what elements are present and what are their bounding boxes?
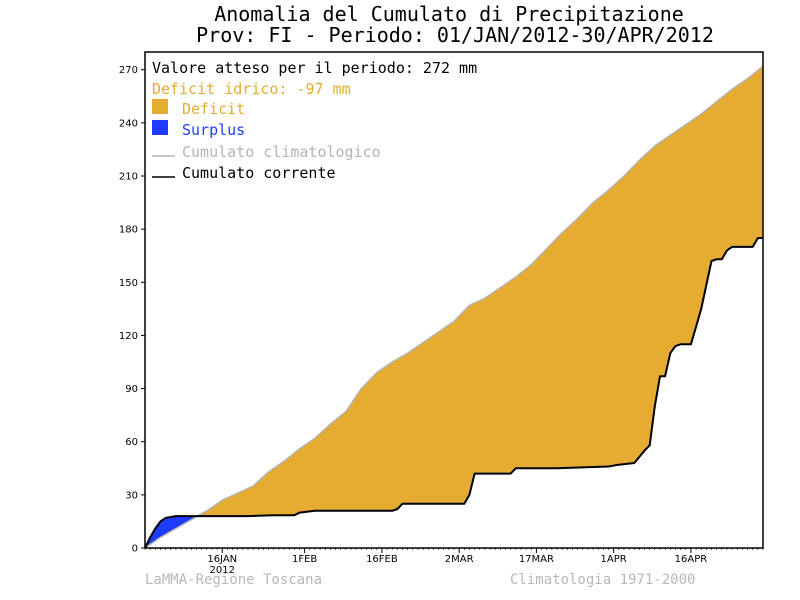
x-tick-label-1: 1FEB bbox=[292, 554, 317, 565]
current-line bbox=[144, 237, 763, 549]
x-tick-label-2: 16FEB bbox=[366, 554, 398, 565]
x-tick-label-3: 2MAR bbox=[445, 554, 474, 565]
x-tick-label-6: 16APR bbox=[675, 554, 708, 565]
deficit-area-0 bbox=[197, 66, 764, 517]
legend-current-label: Cumulato corrente bbox=[182, 164, 336, 182]
chart-title: Anomalia del Cumulato di Precipitazione bbox=[214, 2, 684, 26]
y-tick-label-30: 30 bbox=[125, 490, 138, 501]
footer-left: LaMMA-Regione Toscana bbox=[145, 572, 322, 588]
plot-area bbox=[144, 65, 764, 549]
y-tick-label-150: 150 bbox=[119, 278, 138, 289]
y-tick-label-120: 120 bbox=[119, 331, 138, 342]
y-tick-label-240: 240 bbox=[119, 118, 138, 129]
y-tick-label-90: 90 bbox=[125, 384, 138, 395]
legend-surplus-swatch bbox=[152, 120, 168, 135]
y-tick-label-60: 60 bbox=[125, 437, 138, 448]
x-tick-sublabel-0: 2012 bbox=[210, 565, 235, 576]
legend-deficit-label: Deficit bbox=[182, 100, 245, 118]
y-tick-label-180: 180 bbox=[119, 225, 138, 236]
x-tick-label-4: 17MAR bbox=[519, 554, 554, 565]
x-tick-label-5: 1APR bbox=[601, 554, 627, 565]
legend-deficit-swatch bbox=[152, 99, 168, 114]
y-tick-label-270: 270 bbox=[119, 65, 138, 76]
y-axis: 0 30 60 90 120 150 180 210 240 270 bbox=[119, 65, 145, 555]
legend-surplus-label: Surplus bbox=[182, 121, 245, 139]
climatological-line bbox=[144, 65, 764, 549]
legend-expected-value: Valore atteso per il periodo: 272 mm bbox=[152, 59, 477, 77]
y-tick-label-0: 0 bbox=[132, 544, 138, 555]
chart-subtitle: Prov: FI - Periodo: 01/JAN/2012-30/APR/2… bbox=[196, 23, 714, 47]
y-tick-label-210: 210 bbox=[119, 172, 138, 183]
line-layer bbox=[144, 65, 764, 549]
footer-right: Climatologia 1971-2000 bbox=[510, 572, 695, 588]
legend-deficit-value: Deficit idrico: -97 mm bbox=[152, 80, 351, 98]
legend: Valore atteso per il periodo: 272 mm Def… bbox=[152, 59, 477, 182]
x-tick-label-0: 16JAN bbox=[207, 554, 237, 565]
legend-climatological-label: Cumulato climatologico bbox=[182, 143, 381, 161]
